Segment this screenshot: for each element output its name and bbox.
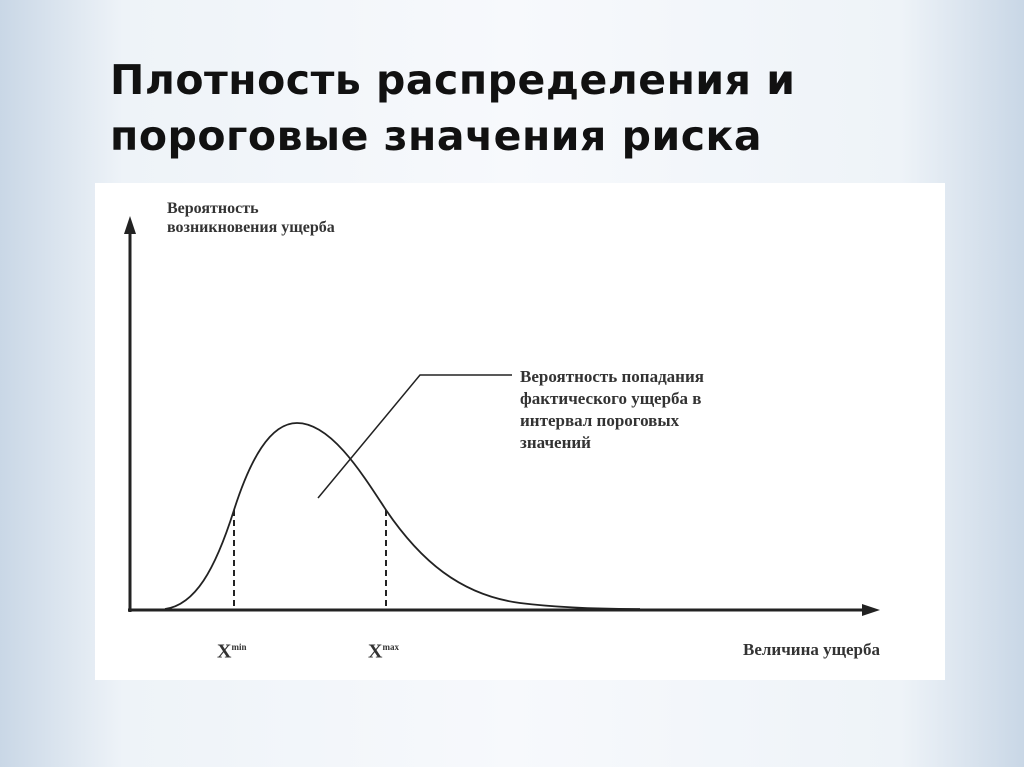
density-curve	[164, 422, 641, 610]
annotation-line-1: Вероятность попадания	[520, 367, 704, 386]
x-axis-label: Величина ущерба	[743, 640, 880, 659]
diagram-panel: Вероятность возникновения ущерба Вероятн…	[95, 183, 945, 680]
annotation-line-3: интервал пороговых	[520, 411, 680, 430]
x-axis-arrow	[862, 604, 880, 616]
x-min-symbol: X	[217, 640, 232, 663]
density-diagram	[124, 216, 880, 616]
title-line-2: пороговые значения риска	[110, 112, 763, 160]
y-axis-label-line-2: возникновения ущерба	[167, 219, 335, 236]
x-max-label: Xmax	[368, 638, 399, 662]
y-axis-label-line-1: Вероятность	[167, 200, 259, 217]
y-axis-arrow	[124, 216, 136, 234]
annotation-text: Вероятность попадания фактического ущерб…	[520, 366, 704, 454]
annotation-leader-line	[317, 374, 512, 499]
x-max-symbol: X	[368, 640, 383, 663]
x-max-superscript: max	[382, 642, 399, 652]
annotation-line-2: фактического ущерба в	[520, 389, 702, 408]
slide-title: Плотность распределения и пороговые знач…	[110, 52, 795, 164]
x-min-superscript: min	[231, 642, 247, 652]
x-min-label: Xmin	[217, 638, 246, 662]
annotation-line-4: значений	[520, 433, 591, 452]
title-line-1: Плотность распределения и	[110, 56, 796, 104]
y-axis-label: Вероятность возникновения ущерба	[167, 199, 335, 237]
